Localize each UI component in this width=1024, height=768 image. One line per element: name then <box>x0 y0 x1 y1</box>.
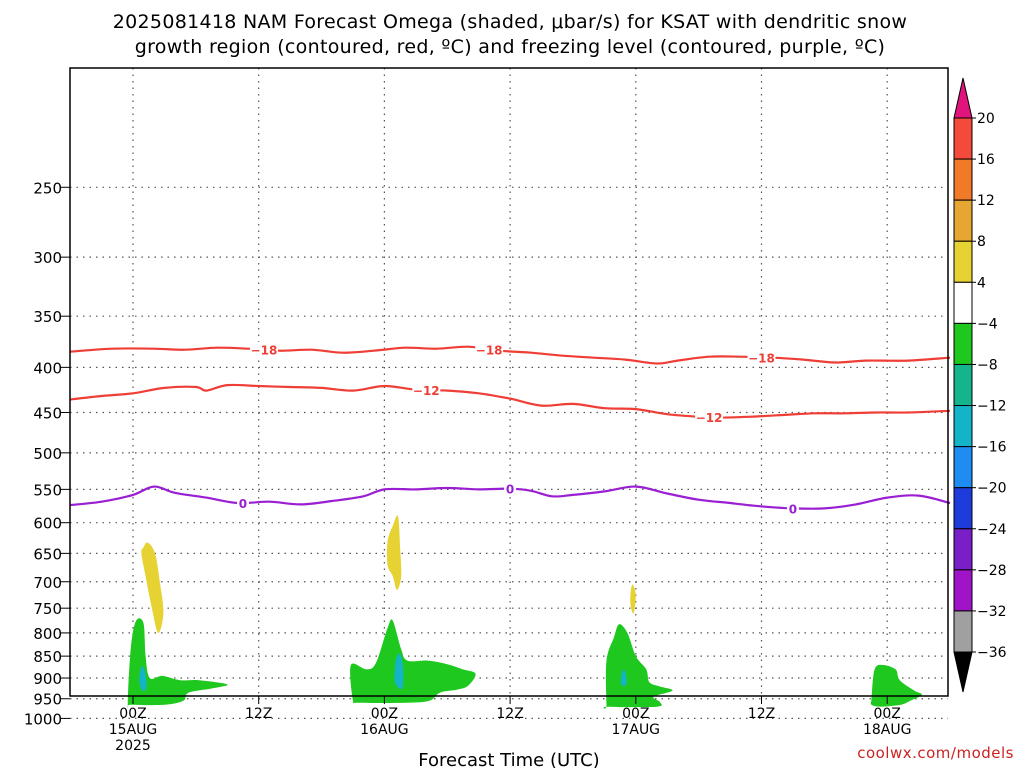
colorbar-bin <box>953 528 973 571</box>
contour-label-bg <box>747 349 776 365</box>
colorbar-bin <box>953 322 973 365</box>
colorbar-label: −36 <box>977 645 1007 661</box>
y-tick-label: 750 <box>33 600 62 618</box>
y-tick-label: 350 <box>33 308 62 326</box>
y-tick-label: 250 <box>33 179 62 197</box>
plot-background <box>70 68 948 696</box>
y-axis-ticks: 250 300 350 400 450 500 550 600 650 700 750 800 850 9… <box>24 179 70 728</box>
chart-title-line2: growth region (contoured, red, ºC) and f… <box>135 36 886 58</box>
y-tick-label: 300 <box>33 249 62 267</box>
x-tick-label: 00Z <box>371 706 398 722</box>
colorbar-bin <box>953 117 973 160</box>
x-tick-label: 15AUG <box>109 722 158 738</box>
colorbar-bin <box>953 240 973 283</box>
colorbar-label: 4 <box>977 275 986 291</box>
colorbar-top-arrow <box>953 77 973 119</box>
y-tick-label: 600 <box>33 515 62 533</box>
contour-label: 0 <box>506 483 514 497</box>
y-tick-label: 650 <box>33 545 62 563</box>
colorbar-label: 20 <box>977 111 995 127</box>
y-tick-label: 450 <box>33 404 62 422</box>
contour-label-bg <box>786 500 799 516</box>
colorbar-bin <box>953 405 973 448</box>
omega-shading <box>127 515 922 709</box>
contour-line <box>70 383 951 419</box>
colorbar-label: 8 <box>977 234 986 250</box>
y-tick-label: 800 <box>33 625 62 643</box>
omega-region-9 <box>630 584 636 614</box>
plot-frame <box>69 67 949 697</box>
contour-label: −18 <box>476 343 503 357</box>
x-tick-label: 12Z <box>245 706 272 722</box>
contour-label: 0 <box>789 502 797 516</box>
contour-label-bg <box>504 480 517 496</box>
contours: −18 −18 −18 −12 −12 0 0 0 <box>70 341 951 516</box>
colorbar-label: −16 <box>977 440 1007 456</box>
colorbar-label: −24 <box>977 522 1007 538</box>
contour-label-bg <box>236 494 249 510</box>
plot-border <box>69 67 949 697</box>
colorbar-label: −4 <box>977 316 998 332</box>
x-axis-label: Forecast Time (UTC) <box>418 750 599 768</box>
y-tick-label: 900 <box>33 670 62 688</box>
x-tick-label: 2025 <box>115 738 151 754</box>
colorbar-bin <box>953 158 973 201</box>
y-tick-label: 1000 <box>24 710 62 728</box>
omega-region-3 <box>141 542 164 634</box>
y-tick-label: 950 <box>33 691 62 709</box>
contour-label: −18 <box>748 351 775 365</box>
grid-lines <box>70 68 948 720</box>
colorbar-bin <box>953 446 973 489</box>
plot-area <box>70 68 948 696</box>
y-tick-label: 500 <box>33 445 62 463</box>
credit-text: coolwx.com/models <box>857 744 1014 762</box>
x-tick-label: 00Z <box>873 706 900 722</box>
omega-region-8 <box>620 670 627 686</box>
y-tick-label: 700 <box>33 574 62 592</box>
colorbar-bin <box>953 281 973 324</box>
contour-label-bg <box>695 409 724 425</box>
contour-label-bg <box>475 341 504 357</box>
y-tick-label: 850 <box>33 648 62 666</box>
colorbar-bin <box>953 487 973 530</box>
contour-label: −12 <box>413 384 440 398</box>
omega-region-6 <box>386 515 402 590</box>
colorbar-label: −12 <box>977 399 1007 415</box>
colorbar: 20 16 12 8 4 −4 −8 −12 −16 −20 −24 −28 −32 −36 <box>953 77 1007 693</box>
colorbar-label: 12 <box>977 193 995 209</box>
contour-label: −12 <box>696 411 723 425</box>
omega-region-1 <box>127 618 228 708</box>
colorbar-label: −8 <box>977 357 998 373</box>
colorbar-label: −20 <box>977 481 1007 497</box>
colorbar-bin <box>953 363 973 407</box>
contour-label: 0 <box>239 497 247 511</box>
x-tick-label: 16AUG <box>360 722 409 738</box>
chart-title-line1: 2025081418 NAM Forecast Omega (shaded, μ… <box>113 11 907 33</box>
colorbar-label: 16 <box>977 152 995 168</box>
x-tick-label: 17AUG <box>612 722 661 738</box>
colorbar-bin <box>953 610 973 653</box>
y-tick-label: 400 <box>33 359 62 377</box>
colorbar-label: −32 <box>977 604 1007 620</box>
colorbar-bin <box>953 199 973 242</box>
contour-label: −18 <box>251 344 278 358</box>
x-tick-label: 12Z <box>748 706 775 722</box>
colorbar-label: −28 <box>977 563 1007 579</box>
colorbar-bin <box>953 569 973 612</box>
omega-region-7 <box>603 624 673 709</box>
x-tick-label: 18AUG <box>863 722 912 738</box>
colorbar-bottom-arrow <box>953 651 973 693</box>
x-tick-label: 00Z <box>119 706 146 722</box>
contour-line <box>70 345 951 365</box>
omega-region-4 <box>350 619 476 705</box>
y-tick-label: 550 <box>33 481 62 499</box>
omega-region-5 <box>394 653 404 690</box>
contour-label-bg <box>249 341 278 357</box>
x-tick-label: 12Z <box>496 706 523 722</box>
x-tick-label: 00Z <box>622 706 649 722</box>
contour-label-bg <box>412 381 441 397</box>
omega-region-2 <box>139 666 147 691</box>
